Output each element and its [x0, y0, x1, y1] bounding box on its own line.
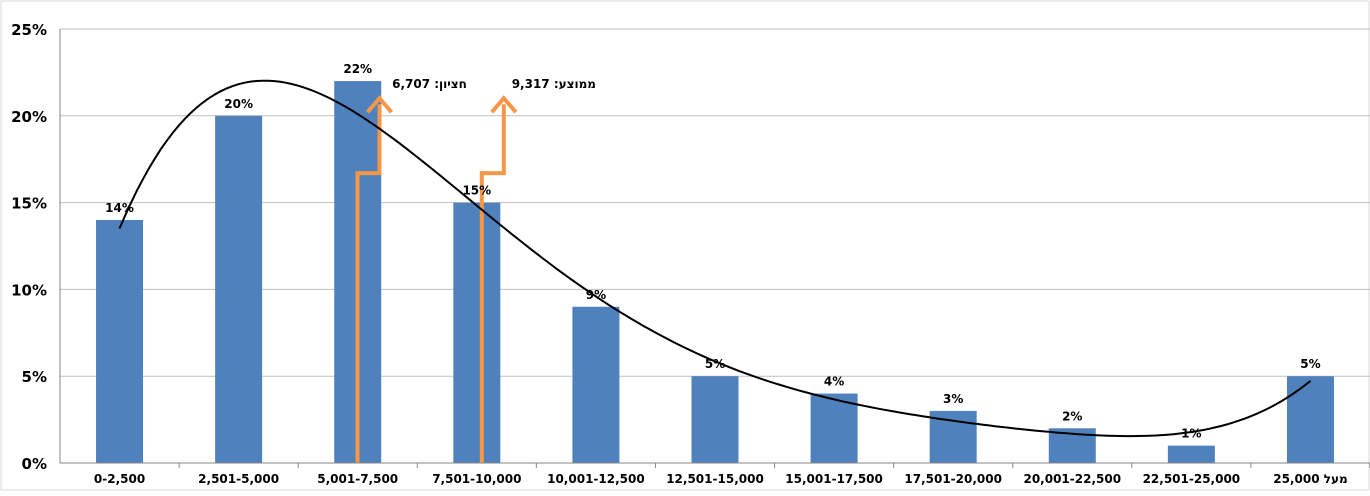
y-tick-label: 20% [11, 108, 47, 126]
bar [691, 376, 739, 463]
annotation-arrowhead [490, 95, 518, 114]
x-tick-label: 2,501-5,000 [198, 472, 279, 486]
y-tick-label: 15% [11, 195, 47, 213]
y-tick-label: 25% [11, 21, 47, 39]
x-tick-label: 17,501-20,000 [904, 472, 1002, 486]
bar [810, 393, 858, 463]
data-label: 1% [1181, 427, 1201, 441]
y-tick-label: 0% [22, 455, 47, 473]
annotation-label: חציון: 6,707 [392, 77, 467, 91]
x-tick-label: 20,001-22,500 [1023, 472, 1121, 486]
bar [929, 410, 977, 463]
x-tick-label: 10,001-12,500 [547, 472, 645, 486]
x-tick-label: מעל 25,000 [1273, 472, 1347, 486]
data-label: 14% [105, 201, 134, 215]
data-label: 20% [224, 97, 253, 111]
x-tick-label: 22,501-25,000 [1143, 472, 1241, 486]
data-label: 2% [1062, 409, 1082, 423]
y-tick-label: 10% [11, 281, 47, 299]
data-label: 4% [824, 375, 844, 389]
x-tick-label: 0-2,500 [94, 472, 145, 486]
bar [1167, 445, 1215, 463]
bar [453, 202, 501, 463]
bar [96, 219, 144, 463]
x-tick-label: 7,501-10,000 [432, 472, 521, 486]
data-label: 3% [943, 392, 963, 406]
bar [215, 115, 263, 464]
trendline [118, 79, 1312, 438]
annotation-label: ממוצע: 9,317 [512, 77, 596, 91]
y-tick-label: 5% [22, 368, 47, 386]
data-label: 9% [586, 288, 606, 302]
annotation-arrow [355, 104, 382, 463]
bar [572, 306, 620, 463]
annotation-arrowhead [365, 95, 394, 114]
x-tick-label: 5,001-7,500 [317, 472, 398, 486]
x-tick-label: 12,501-15,000 [666, 472, 764, 486]
data-label: 5% [705, 357, 725, 371]
data-label: 5% [1300, 357, 1320, 371]
bar [1286, 376, 1334, 463]
annotation-arrow [479, 104, 506, 463]
data-label: 15% [462, 184, 491, 198]
x-tick-label: 15,001-17,500 [785, 472, 883, 486]
data-label: 22% [343, 62, 372, 76]
